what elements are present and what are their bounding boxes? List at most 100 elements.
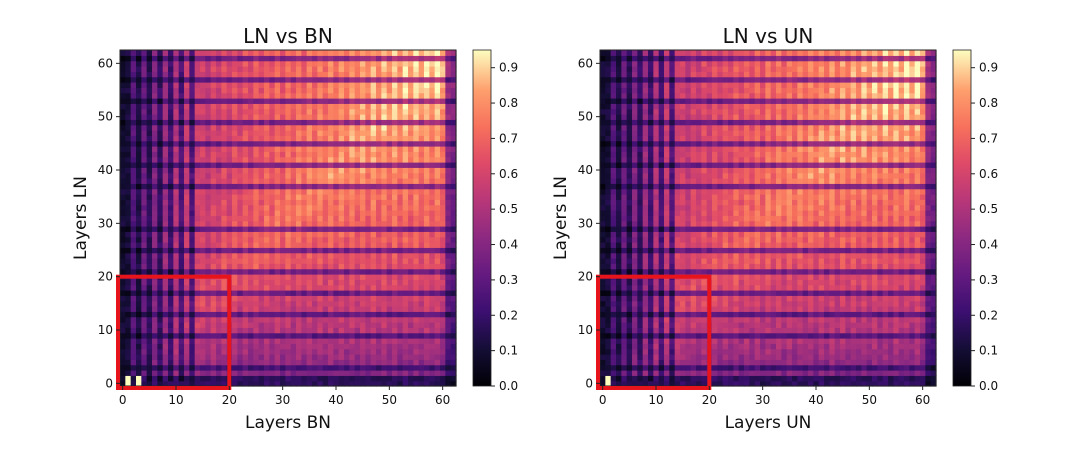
heatmap-cell bbox=[616, 338, 622, 344]
heatmap-cell bbox=[290, 247, 297, 254]
highlight-box bbox=[116, 274, 232, 391]
heatmap-cell bbox=[296, 332, 302, 339]
heatmap-cell bbox=[408, 380, 414, 387]
heatmap-cell bbox=[424, 268, 430, 275]
heatmap-cell bbox=[413, 124, 420, 131]
heatmap-cell bbox=[194, 295, 201, 302]
heatmap-cell bbox=[360, 130, 366, 136]
heatmap-cell bbox=[397, 194, 404, 200]
heatmap-cell bbox=[765, 364, 772, 371]
heatmap-cell bbox=[370, 263, 377, 270]
heatmap-cell bbox=[189, 204, 196, 211]
heatmap-cell bbox=[424, 215, 430, 222]
heatmap-cell bbox=[290, 364, 297, 371]
heatmap-cell bbox=[162, 354, 169, 360]
heatmap-cell bbox=[312, 380, 318, 387]
heatmap-cell bbox=[392, 316, 398, 323]
heatmap-cell bbox=[237, 343, 244, 350]
heatmap-cell bbox=[125, 66, 132, 72]
heatmap-cell bbox=[274, 130, 281, 136]
heatmap-cell bbox=[141, 55, 148, 62]
heatmap-cell bbox=[360, 87, 366, 94]
heatmap-cell bbox=[344, 172, 350, 179]
heatmap-cell bbox=[386, 156, 393, 163]
heatmap-cell bbox=[408, 343, 414, 350]
heatmap-cell bbox=[221, 380, 228, 387]
heatmap-cell bbox=[434, 322, 441, 328]
heatmap-cell bbox=[402, 274, 409, 280]
heatmap-cell bbox=[274, 348, 281, 355]
heatmap-cell bbox=[248, 242, 254, 248]
heatmap-cell bbox=[194, 108, 201, 115]
heatmap-cell bbox=[429, 98, 436, 104]
heatmap-cell bbox=[413, 247, 420, 254]
heatmap-cell bbox=[168, 50, 174, 56]
heatmap-cell bbox=[434, 82, 441, 88]
heatmap-cell bbox=[376, 279, 382, 286]
heatmap-cell bbox=[658, 338, 665, 344]
heatmap-cell bbox=[376, 290, 382, 296]
heatmap-cell bbox=[429, 284, 436, 291]
heatmap-cell bbox=[712, 359, 718, 366]
heatmap-cell bbox=[792, 322, 798, 328]
heatmap-cell bbox=[429, 327, 436, 334]
heatmap-cell bbox=[429, 332, 436, 339]
heatmap-cell bbox=[360, 231, 366, 238]
heatmap-cell bbox=[354, 76, 361, 83]
heatmap-cell bbox=[173, 258, 180, 264]
heatmap-cell bbox=[301, 332, 308, 339]
heatmap-cell bbox=[637, 327, 644, 334]
heatmap-cell bbox=[264, 343, 270, 350]
heatmap-cell bbox=[445, 140, 452, 147]
heatmap-cell bbox=[354, 60, 361, 67]
heatmap-cell bbox=[328, 247, 334, 254]
heatmap-cell bbox=[178, 268, 185, 275]
heatmap-cell bbox=[232, 156, 238, 163]
heatmap-cell bbox=[402, 380, 409, 387]
heatmap-cell bbox=[285, 199, 292, 206]
heatmap-cell bbox=[146, 130, 153, 136]
heatmap-cell bbox=[445, 215, 452, 222]
heatmap-cell bbox=[621, 354, 628, 360]
heatmap-cell bbox=[349, 274, 356, 280]
heatmap-cell bbox=[264, 103, 270, 110]
heatmap-cell bbox=[914, 380, 921, 387]
heatmap-cell bbox=[450, 311, 457, 318]
heatmap-cell bbox=[354, 359, 361, 366]
heatmap-cell bbox=[360, 370, 366, 376]
heatmap-cell bbox=[237, 140, 244, 147]
heatmap-cell bbox=[365, 98, 372, 104]
heatmap-cell bbox=[221, 82, 228, 88]
heatmap-cell bbox=[786, 348, 793, 355]
heatmap-cell bbox=[221, 76, 228, 83]
heatmap-cell bbox=[445, 82, 452, 88]
heatmap-cell bbox=[749, 322, 756, 328]
heatmap-cell bbox=[722, 316, 729, 323]
heatmap-cell bbox=[386, 258, 393, 264]
heatmap-cell bbox=[386, 348, 393, 355]
heatmap-cell bbox=[386, 172, 393, 179]
heatmap-cell bbox=[216, 204, 222, 211]
heatmap-cell bbox=[637, 322, 644, 328]
heatmap-cell bbox=[136, 295, 142, 302]
heatmap-cell bbox=[152, 156, 158, 163]
heatmap-cell bbox=[168, 364, 174, 371]
heatmap-cell bbox=[450, 130, 457, 136]
heatmap-cell bbox=[130, 215, 137, 222]
heatmap-cell bbox=[450, 380, 457, 387]
heatmap-cell bbox=[690, 322, 697, 328]
colorbar-tick-label: 0.8 bbox=[499, 96, 518, 110]
heatmap-cell bbox=[184, 76, 190, 83]
heatmap-cell bbox=[210, 188, 217, 195]
heatmap-cell bbox=[162, 220, 169, 227]
heatmap-cell bbox=[424, 343, 430, 350]
heatmap-cell bbox=[600, 316, 606, 323]
heatmap-cell bbox=[226, 71, 233, 78]
heatmap-cell bbox=[338, 359, 345, 366]
heatmap-cell bbox=[392, 327, 398, 334]
heatmap-cell bbox=[834, 354, 841, 360]
heatmap-cell bbox=[317, 108, 324, 115]
heatmap-cell bbox=[338, 156, 345, 163]
heatmap-cell bbox=[376, 242, 382, 248]
heatmap-cell bbox=[237, 114, 244, 120]
